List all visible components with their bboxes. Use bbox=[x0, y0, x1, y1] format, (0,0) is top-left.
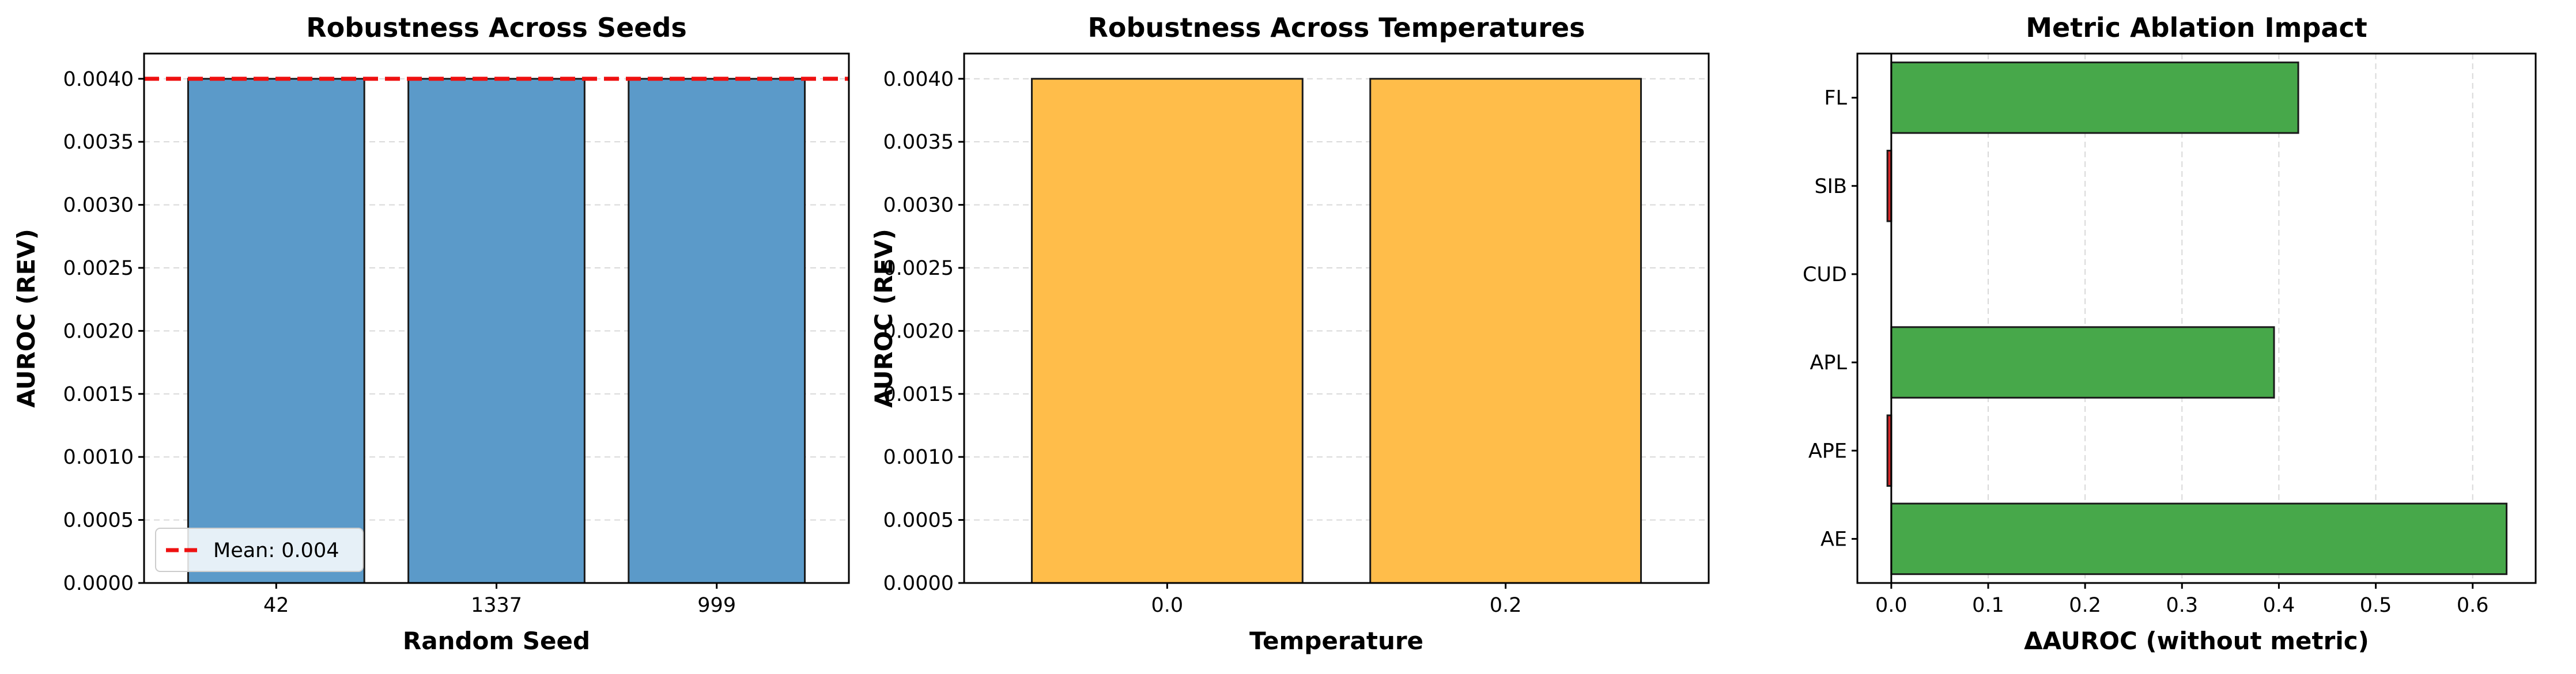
x-tick-label: 1337 bbox=[471, 594, 522, 617]
x-tick-label: 0.0 bbox=[1875, 594, 1908, 617]
y-tick-label: 0.0040 bbox=[63, 68, 134, 91]
y-tick-label: APE bbox=[1808, 440, 1847, 463]
y-tick-label: APL bbox=[1810, 351, 1847, 374]
y-tick-label: FL bbox=[1824, 87, 1847, 110]
bar bbox=[1890, 502, 2508, 575]
chart-ablation: AE APE APL CUD SIB FL 0.0 0.1 0.2 0.3 0.4 0.5 0.6 Met… bbox=[1803, 12, 2537, 655]
plot-frame bbox=[1856, 52, 2537, 584]
y-tick-label: 0.0030 bbox=[63, 194, 134, 217]
x-tick-label: 999 bbox=[697, 594, 736, 617]
bar bbox=[1030, 78, 1304, 584]
y-tick-label: SIB bbox=[1814, 175, 1847, 198]
y-tick-label: 0.0015 bbox=[883, 383, 954, 406]
y-tick-label: 0.0000 bbox=[63, 572, 134, 595]
x-tick-label: 0.3 bbox=[2166, 594, 2198, 617]
y-tick-label: 0.0010 bbox=[63, 446, 134, 469]
y-tick-label: 0.0005 bbox=[63, 509, 134, 532]
bar bbox=[1890, 326, 2275, 399]
chart-title: Metric Ablation Impact bbox=[2026, 12, 2367, 43]
x-tick-label: 0.0 bbox=[1151, 594, 1184, 617]
x-tick-label: 0.2 bbox=[2069, 594, 2101, 617]
bar bbox=[187, 78, 365, 584]
y-tick-label: 0.0025 bbox=[883, 257, 954, 280]
x-tick-label: 0.5 bbox=[2360, 594, 2392, 617]
x-axis-label: Random Seed bbox=[403, 627, 590, 655]
x-axis-label: Temperature bbox=[1249, 627, 1423, 655]
y-tick-label: 0.0020 bbox=[63, 320, 134, 343]
chart-title: Robustness Across Seeds bbox=[306, 12, 687, 43]
y-tick-label: 0.0010 bbox=[883, 446, 954, 469]
y-tick-label: 0.0000 bbox=[883, 572, 954, 595]
y-tick-label: 0.0030 bbox=[883, 194, 954, 217]
y-tick-label: AE bbox=[1820, 528, 1847, 551]
x-tick-label: 0.2 bbox=[1490, 594, 1522, 617]
bar bbox=[1890, 61, 2299, 134]
bar bbox=[628, 78, 806, 584]
y-tick-label: 0.0020 bbox=[883, 320, 954, 343]
bar bbox=[407, 78, 586, 584]
y-tick-label: 0.0035 bbox=[63, 131, 134, 154]
y-tick-label: 0.0035 bbox=[883, 131, 954, 154]
x-axis-label: ΔAUROC (without metric) bbox=[2024, 627, 2369, 655]
legend-label: Mean: 0.004 bbox=[213, 539, 339, 562]
y-tick-label: CUD bbox=[1803, 263, 1847, 286]
chart-temperatures: 0.00000.00050.00100.00150.00200.00250.00… bbox=[870, 12, 1710, 655]
legend-box bbox=[155, 528, 364, 572]
chart-seeds: 0.0000 0.0005 0.0010 0.0015 0.0020 0.0025 0.00… bbox=[12, 12, 850, 655]
y-tick-label: 0.0040 bbox=[883, 68, 954, 91]
y-tick-label: 0.0015 bbox=[63, 383, 134, 406]
x-tick-label: 0.1 bbox=[1972, 594, 2004, 617]
y-tick-label: 0.0025 bbox=[63, 257, 134, 280]
x-tick-label: 42 bbox=[263, 594, 289, 617]
y-axis-label: AUROC (REV) bbox=[870, 229, 898, 408]
y-axis-label: AUROC (REV) bbox=[12, 229, 40, 408]
y-tick-label: 0.0005 bbox=[883, 509, 954, 532]
legend: Mean: 0.004 bbox=[155, 528, 364, 572]
x-tick-label: 0.4 bbox=[2263, 594, 2295, 617]
plot-frame bbox=[963, 52, 1710, 584]
bar bbox=[1369, 78, 1642, 584]
chart-title: Robustness Across Temperatures bbox=[1088, 12, 1585, 43]
x-tick-label: 0.6 bbox=[2457, 594, 2489, 617]
